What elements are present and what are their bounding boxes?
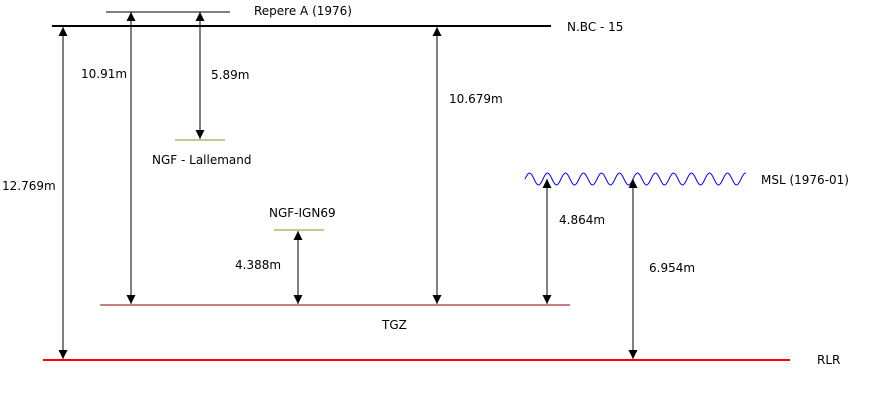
msl-label: MSL (1976-01) [761, 173, 849, 187]
repere-a-label: Repere A (1976) [254, 4, 352, 18]
ngf-ign69-label: NGF-IGN69 [269, 206, 336, 220]
msl-wave-line [524, 172, 746, 186]
measure-msl-to-tgz: 4.864m [559, 213, 605, 227]
measure-nbc-to-rlr: 12.769m [2, 179, 56, 193]
measure-nbc-to-tgz-left: 10.91m [81, 67, 127, 81]
rlr-label: RLR [817, 353, 840, 367]
ngf-lallemand-label: NGF - Lallemand [152, 153, 252, 167]
measure-msl-to-rlr: 6.954m [649, 261, 695, 275]
nbc15-label: N.BC - 15 [567, 20, 623, 34]
measure-repere-to-lallemand: 5.89m [211, 68, 249, 82]
measure-ign69-to-tgz: 4.388m [235, 258, 281, 272]
tgz-label: TGZ [381, 318, 407, 332]
measure-nbc-to-tgz-right: 10.679m [449, 92, 503, 106]
